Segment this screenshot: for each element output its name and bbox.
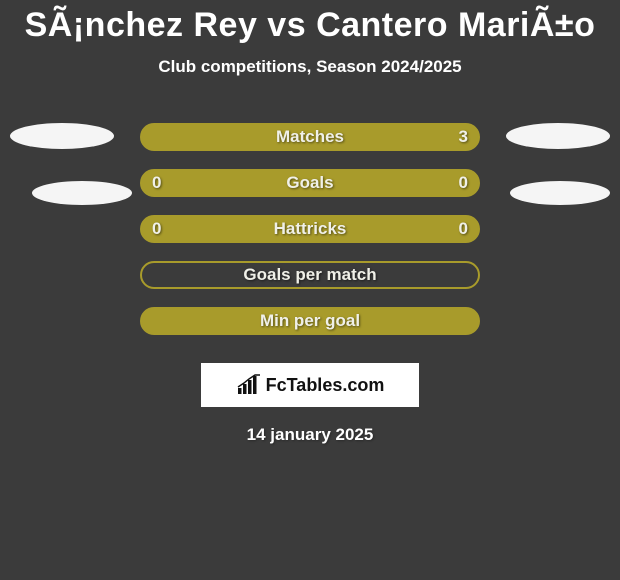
ellipse-shape xyxy=(32,181,132,205)
stat-label: Goals xyxy=(286,173,333,193)
stat-value-right: 0 xyxy=(459,219,468,239)
subtitle: Club competitions, Season 2024/2025 xyxy=(158,57,461,77)
ellipse-shape xyxy=(10,123,114,149)
stats-column: Matches 3 Goals 0 0 Hattricks 0 0 Goals per matc… xyxy=(140,123,480,335)
left-ellipses xyxy=(10,123,132,205)
logo-badge: FcTables.com xyxy=(201,363,419,407)
logo-text: FcTables.com xyxy=(266,375,385,396)
stat-value-right: 3 xyxy=(459,127,468,147)
stat-row: Hattricks 0 0 xyxy=(140,215,480,243)
stat-row: Goals per match xyxy=(140,261,480,289)
infographic-container: SÃ¡nchez Rey vs Cantero MariÃ±o Club com… xyxy=(0,0,620,445)
ellipse-shape xyxy=(506,123,610,149)
stat-label: Goals per match xyxy=(243,265,376,285)
page-title: SÃ¡nchez Rey vs Cantero MariÃ±o xyxy=(25,6,596,45)
ellipse-shape xyxy=(510,181,610,205)
stat-row: Goals 0 0 xyxy=(140,169,480,197)
stat-value-left: 0 xyxy=(152,219,161,239)
stat-value-right: 0 xyxy=(459,173,468,193)
stat-label: Matches xyxy=(276,127,344,147)
stat-value-left: 0 xyxy=(152,173,161,193)
stat-row: Matches 3 xyxy=(140,123,480,151)
stats-section: Matches 3 Goals 0 0 Hattricks 0 0 Goals per matc… xyxy=(0,123,620,335)
stat-label: Min per goal xyxy=(260,311,360,331)
bar-chart-icon xyxy=(236,374,262,396)
date-label: 14 january 2025 xyxy=(247,425,374,445)
stat-label: Hattricks xyxy=(274,219,347,239)
right-ellipses xyxy=(506,123,610,205)
stat-row: Min per goal xyxy=(140,307,480,335)
